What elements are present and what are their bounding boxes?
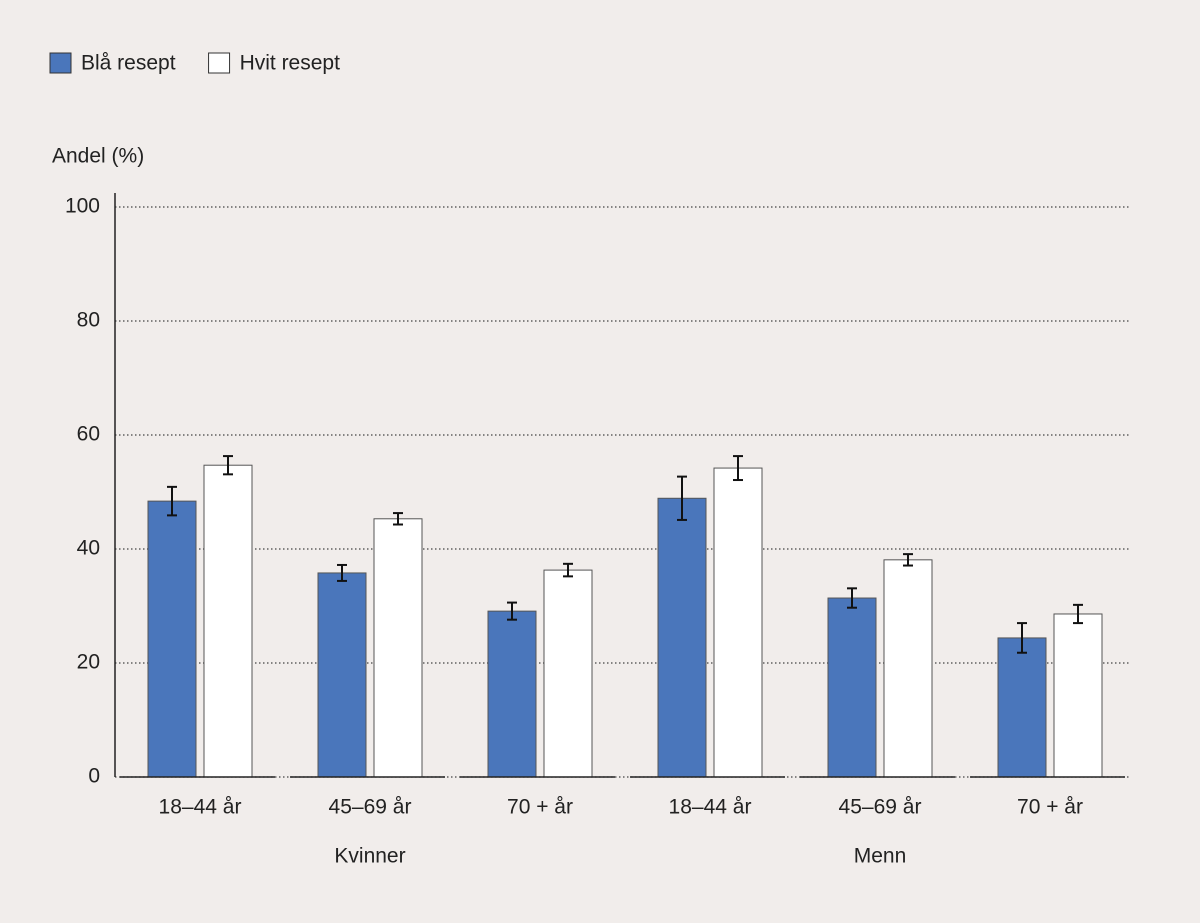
- error-bar: [337, 563, 347, 582]
- error-bar: [563, 562, 573, 578]
- y-tick-label: 80: [77, 309, 100, 332]
- error-bar: [167, 485, 177, 517]
- x-tick-label: 18–44 år: [159, 796, 242, 819]
- error-bar: [1073, 603, 1083, 625]
- error-bar: [223, 455, 233, 476]
- error-bar: [847, 587, 857, 609]
- legend-swatch: [208, 52, 231, 74]
- error-bar: [507, 601, 517, 621]
- x-tick-label: 18–44 år: [669, 796, 752, 819]
- x-tick-label: 70 + år: [507, 796, 573, 819]
- legend-label: Blå resept: [81, 52, 176, 75]
- error-bar: [677, 475, 687, 521]
- group-label: Menn: [854, 845, 907, 868]
- bar: [373, 518, 423, 778]
- x-tick-label: 45–69 år: [329, 796, 412, 819]
- bar: [317, 572, 367, 778]
- legend-label: Hvit resept: [240, 52, 341, 75]
- bar: [1053, 613, 1103, 778]
- bar: [203, 464, 253, 778]
- y-tick-label: 40: [77, 537, 100, 560]
- y-axis-label: Andel (%): [52, 145, 144, 168]
- bar: [543, 569, 593, 778]
- error-bar: [733, 455, 743, 482]
- bar: [827, 597, 877, 778]
- bar: [883, 559, 933, 778]
- group-label: Kvinner: [334, 845, 405, 868]
- y-tick-label: 100: [65, 195, 100, 218]
- bar: [487, 610, 537, 778]
- bar: [713, 467, 763, 778]
- y-tick-label: 0: [88, 765, 100, 788]
- bar: [657, 497, 707, 778]
- x-tick-label: 70 + år: [1017, 796, 1083, 819]
- x-tick-label: 45–69 år: [839, 796, 922, 819]
- error-bar: [1017, 622, 1027, 654]
- y-tick-label: 60: [77, 423, 100, 446]
- bar: [147, 500, 197, 778]
- y-tick-label: 20: [77, 651, 100, 674]
- bar: [997, 637, 1047, 778]
- error-bar: [903, 553, 913, 567]
- error-bar: [393, 512, 403, 526]
- legend-swatch: [49, 52, 72, 74]
